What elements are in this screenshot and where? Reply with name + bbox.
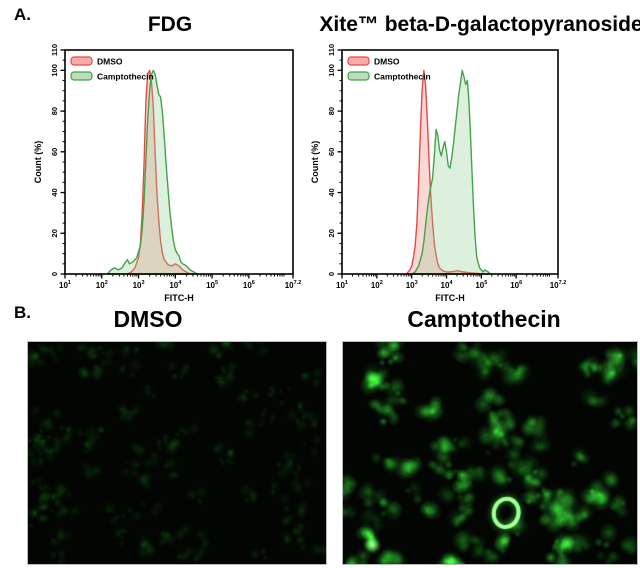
svg-text:40: 40 bbox=[50, 188, 59, 196]
flow-histogram-xite: 101 102 103 104 105 106 107.2 0 20 40 60 80 100 110 Co… bbox=[310, 44, 567, 303]
svg-text:Count (%): Count (%) bbox=[310, 141, 320, 184]
micrograph-dmso bbox=[27, 341, 327, 565]
svg-text:DMSO: DMSO bbox=[97, 57, 123, 67]
svg-text:FITC-H: FITC-H bbox=[164, 293, 194, 303]
svg-text:0: 0 bbox=[50, 272, 59, 276]
panel-a-label: A. bbox=[14, 5, 31, 24]
svg-text:100: 100 bbox=[50, 64, 59, 77]
svg-text:103: 103 bbox=[133, 280, 145, 290]
panel-b-label: B. bbox=[14, 303, 31, 322]
svg-text:110: 110 bbox=[50, 44, 59, 56]
svg-text:105: 105 bbox=[206, 280, 218, 290]
svg-text:20: 20 bbox=[327, 229, 336, 237]
svg-text:105: 105 bbox=[475, 280, 487, 290]
chart-title-fdg: FDG bbox=[147, 13, 193, 36]
svg-text:80: 80 bbox=[327, 107, 336, 115]
svg-text:103: 103 bbox=[406, 280, 418, 290]
svg-text:Camptothecin: Camptothecin bbox=[374, 72, 431, 82]
svg-text:102: 102 bbox=[96, 280, 108, 290]
svg-text:60: 60 bbox=[327, 148, 336, 156]
svg-text:80: 80 bbox=[50, 107, 59, 115]
svg-text:20: 20 bbox=[50, 229, 59, 237]
svg-text:100: 100 bbox=[327, 64, 336, 77]
svg-text:106: 106 bbox=[510, 280, 522, 290]
flow-histogram-fdg: 101 102 103 104 105 106 107.2 0 20 40 60 80 100 110 Co… bbox=[33, 44, 302, 303]
svg-text:110: 110 bbox=[327, 44, 336, 56]
svg-text:Count (%): Count (%) bbox=[33, 141, 43, 184]
svg-text:40: 40 bbox=[327, 188, 336, 196]
svg-text:101: 101 bbox=[59, 280, 71, 290]
svg-text:102: 102 bbox=[371, 280, 383, 290]
svg-text:101: 101 bbox=[336, 280, 348, 290]
svg-text:104: 104 bbox=[441, 280, 454, 290]
svg-text:104: 104 bbox=[169, 280, 182, 290]
chart-title-xite: Xite™ beta-D-galactopyranoside bbox=[319, 13, 640, 36]
svg-text:DMSO: DMSO bbox=[374, 57, 400, 67]
svg-text:Camptothecin: Camptothecin bbox=[97, 72, 154, 82]
svg-text:0: 0 bbox=[327, 272, 336, 276]
svg-text:60: 60 bbox=[50, 148, 59, 156]
micrograph-title-camptothecin: Camptothecin bbox=[407, 306, 561, 332]
micrograph-camptothecin bbox=[342, 341, 638, 565]
micrograph-title-dmso: DMSO bbox=[113, 306, 183, 332]
svg-text:107.2: 107.2 bbox=[285, 280, 302, 290]
svg-text:107.2: 107.2 bbox=[550, 280, 567, 290]
svg-text:106: 106 bbox=[243, 280, 255, 290]
svg-text:FITC-H: FITC-H bbox=[435, 293, 465, 303]
